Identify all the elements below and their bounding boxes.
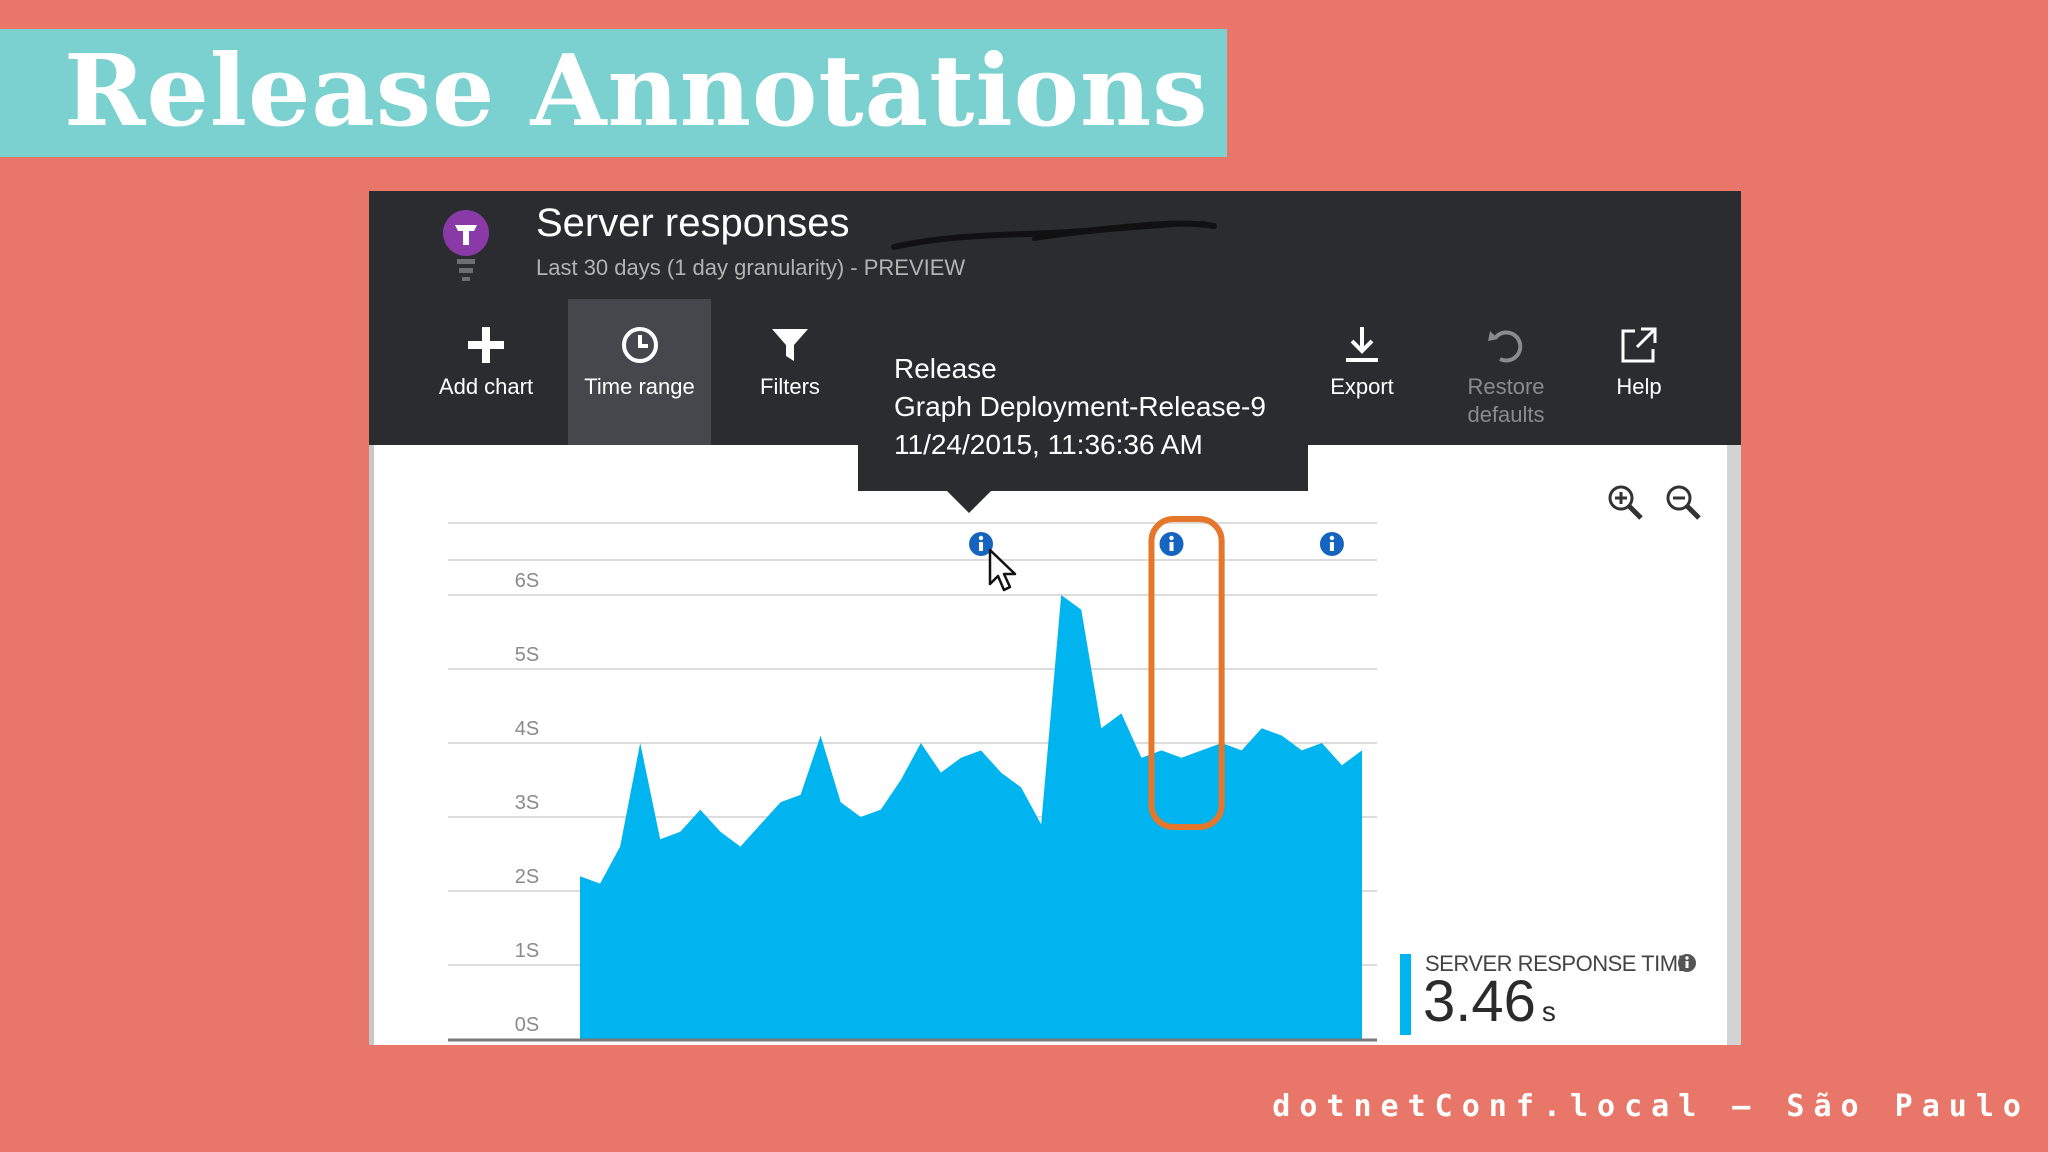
help-label: Help [1616,374,1662,399]
add-chart-button[interactable]: Add chart [426,299,546,445]
metric-label: SERVER RESPONSE TIME [1425,951,1692,976]
zoom-in-icon[interactable] [1605,482,1645,522]
response-time-area [580,595,1362,1039]
app-insights-screenshot: Server responses Last 30 days (1 day gra… [369,191,1741,1045]
annotation-marker-glyph-0 [979,542,984,551]
annotation-marker-glyph-2 [1329,542,1334,551]
metric-unit: s [1541,996,1556,1027]
slide-title-band: Release Annotations [0,29,1227,157]
annotation-marker-dot-1 [1169,535,1174,541]
time-range-label: Time range [584,374,695,399]
zoom-out-icon[interactable] [1663,482,1703,522]
clock-icon [621,327,658,363]
filters-button[interactable]: Filters [730,299,850,445]
plus-icon [468,327,504,363]
add-chart-label: Add chart [438,374,534,399]
tooltip-pointer [947,491,991,513]
export-button[interactable]: Export [1312,299,1412,445]
annotation-marker-dot-2 [1329,535,1335,541]
y-tick-label: 4S [515,718,539,740]
info-icon[interactable] [1677,953,1697,973]
annotation-marker-glyph-1 [1169,542,1174,551]
y-tick-label: 6S [515,570,539,592]
lightbulb-icon [443,210,489,281]
redaction-scribble [891,220,1217,250]
time-range-button[interactable]: Time range [568,299,711,445]
panel-scrollbar[interactable] [1727,445,1741,1045]
release-tooltip: Release Graph Deployment-Release-9 11/24… [858,318,1308,491]
metric-color-bar [1400,954,1411,1035]
restore-defaults-label: Restore defaults [1467,374,1545,427]
annotation-marker-dot-0 [978,535,984,541]
metric-value: 3.46 s [1423,968,1556,1035]
mouse-cursor-icon [988,548,1017,592]
metric-number: 3.46 [1423,969,1536,1034]
download-icon [1346,327,1378,362]
panel-left-edge [369,445,374,1045]
slide-footer: dotnetConf.local – São Paulo [1272,1089,2030,1124]
server-response-chart: 6S 5S 4S 3S 2S 1S 0S [448,516,1377,1042]
external-link-icon [1621,327,1657,363]
y-tick-label: 0S [515,1014,539,1036]
filters-label: Filters [760,374,820,399]
y-tick-label: 3S [515,792,539,814]
undo-icon [1488,330,1523,363]
y-tick-label: 1S [515,940,539,962]
slide-title: Release Annotations [64,34,1209,149]
filter-icon [772,329,808,361]
y-tick-label: 5S [515,644,539,666]
tooltip-line-date: 11/24/2015, 11:36:36 AM [894,429,1203,460]
tooltip-line-type: Release [894,353,997,384]
blade-subtitle: Last 30 days (1 day granularity) - PREVI… [536,255,966,280]
release-highlight-box [1148,516,1225,830]
y-tick-label: 2S [515,866,539,888]
export-label: Export [1330,374,1394,399]
tooltip-line-name: Graph Deployment-Release-9 [894,391,1266,422]
blade-title: Server responses [536,201,850,245]
help-button[interactable]: Help [1589,299,1689,445]
restore-defaults-button[interactable]: Restore defaults [1436,299,1576,445]
